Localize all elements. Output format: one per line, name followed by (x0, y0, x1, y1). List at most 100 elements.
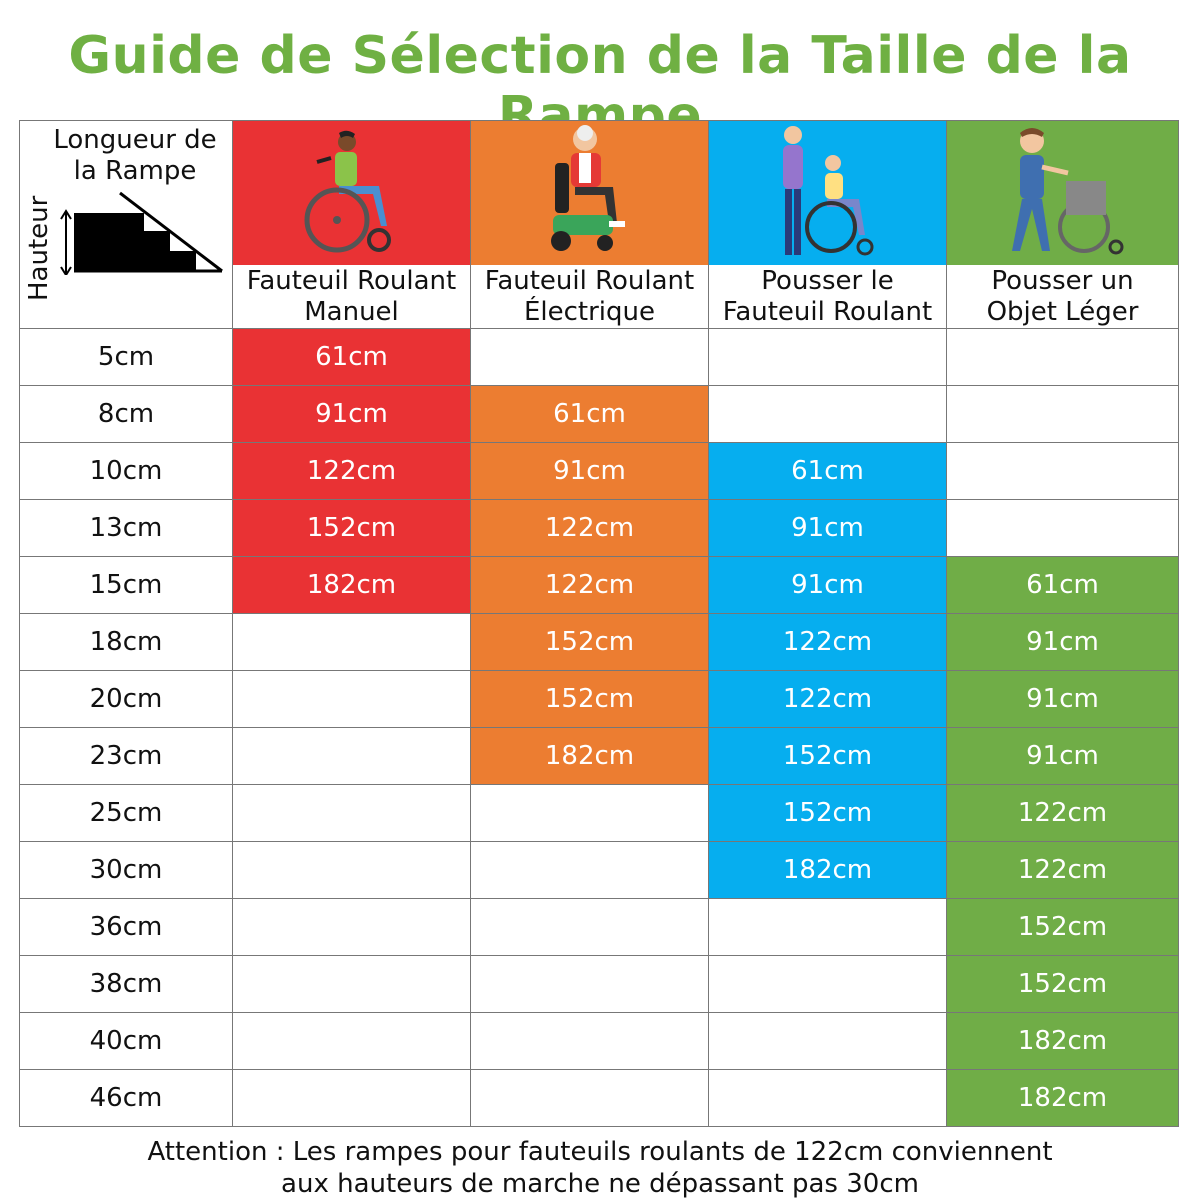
ramp-length-cell: 182cm (470, 727, 709, 785)
ramp-length-cell: 122cm (232, 442, 471, 500)
page-title: Guide de Sélection de la Taille de la Ra… (68, 26, 1132, 146)
ramp-size-table: Longueur de la Rampe Hauteur Fauteuil Ro… (19, 120, 1179, 1127)
ramp-length-cell: 152cm (708, 727, 947, 785)
ramp-length-cell: 91cm (946, 670, 1179, 728)
ramp-length-cell: 182cm (946, 1012, 1179, 1070)
empty-cell (946, 385, 1179, 443)
ramp-length-cell: 91cm (708, 556, 947, 614)
empty-cell (232, 727, 471, 785)
step-height-cell: 36cm (19, 898, 233, 956)
empty-cell (708, 1069, 947, 1127)
column-label: Fauteuil Roulant Manuel (233, 265, 470, 328)
empty-cell (708, 1012, 947, 1070)
pushing-wheelchair-icon (709, 121, 946, 265)
ramp-length-cell: 91cm (708, 499, 947, 557)
empty-cell (946, 442, 1179, 500)
ramp-length-cell: 91cm (470, 442, 709, 500)
ramp-length-cell: 61cm (470, 385, 709, 443)
column-header-3: Pousser le Fauteuil Roulant (708, 120, 947, 329)
ramp-length-cell: 91cm (232, 385, 471, 443)
empty-cell (232, 613, 471, 671)
ramp-length-label: Longueur de la Rampe (53, 125, 217, 186)
table-row: 5cm 61cm (19, 328, 1179, 386)
ramp-length-cell: 152cm (232, 499, 471, 557)
table-row: 8cm 91cm 61cm (19, 385, 1179, 443)
header-row: Longueur de la Rampe Hauteur Fauteuil Ro… (19, 120, 1179, 329)
empty-cell (470, 784, 709, 842)
attention-note: Attention : Les rampes pour fauteuils ro… (0, 1136, 1200, 1200)
electric-wheelchair-user-icon (471, 121, 708, 265)
empty-cell (470, 1012, 709, 1070)
table-row: 46cm 182cm (19, 1069, 1179, 1127)
empty-cell (232, 841, 471, 899)
empty-cell (232, 1069, 471, 1127)
stairs-ramp-icon (60, 191, 223, 275)
ramp-length-cell: 61cm (708, 442, 947, 500)
column-label: Fauteuil Roulant Électrique (471, 265, 708, 328)
corner-cell: Longueur de la Rampe Hauteur (19, 120, 233, 329)
step-height-cell: 5cm (19, 328, 233, 386)
empty-cell (470, 1069, 709, 1127)
step-height-cell: 25cm (19, 784, 233, 842)
table-row: 36cm 152cm (19, 898, 1179, 956)
ramp-length-cell: 122cm (708, 670, 947, 728)
ramp-length-cell: 152cm (946, 955, 1179, 1013)
table-row: 40cm 182cm (19, 1012, 1179, 1070)
column-header-2: Fauteuil Roulant Électrique (470, 120, 709, 329)
step-height-cell: 10cm (19, 442, 233, 500)
ramp-length-cell: 91cm (946, 727, 1179, 785)
column-label-line-2: Manuel (304, 296, 399, 327)
ramp-length-cell: 182cm (708, 841, 947, 899)
empty-cell (232, 955, 471, 1013)
empty-cell (232, 670, 471, 728)
step-height-cell: 15cm (19, 556, 233, 614)
ramp-length-cell: 152cm (946, 898, 1179, 956)
column-label-line-1: Fauteuil Roulant (246, 265, 457, 296)
step-height-cell: 46cm (19, 1069, 233, 1127)
column-header-1: Fauteuil Roulant Manuel (232, 120, 471, 329)
column-label-line-2: Fauteuil Roulant (722, 296, 933, 327)
empty-cell (470, 898, 709, 956)
ramp-length-cell: 152cm (470, 613, 709, 671)
step-height-cell: 20cm (19, 670, 233, 728)
height-label: Hauteur (24, 195, 54, 301)
empty-cell (232, 1012, 471, 1070)
column-label-line-1: Pousser le (761, 265, 894, 296)
ramp-length-cell: 122cm (946, 841, 1179, 899)
ramp-length-cell: 122cm (708, 613, 947, 671)
step-height-cell: 40cm (19, 1012, 233, 1070)
step-height-cell: 8cm (19, 385, 233, 443)
empty-cell (470, 328, 709, 386)
empty-cell (708, 328, 947, 386)
step-height-cell: 18cm (19, 613, 233, 671)
ramp-length-cell: 61cm (232, 328, 471, 386)
ramp-length-cell: 122cm (470, 499, 709, 557)
empty-cell (232, 898, 471, 956)
column-label-line-1: Pousser un (991, 265, 1134, 296)
table-row: 23cm 182cm 152cm 91cm (19, 727, 1179, 785)
ramp-length-cell: 152cm (708, 784, 947, 842)
column-header-4: Pousser un Objet Léger (946, 120, 1179, 329)
empty-cell (946, 499, 1179, 557)
ramp-length-cell: 182cm (232, 556, 471, 614)
ramp-length-cell: 61cm (946, 556, 1179, 614)
step-height-cell: 13cm (19, 499, 233, 557)
empty-cell (470, 955, 709, 1013)
table-row: 18cm 152cm 122cm 91cm (19, 613, 1179, 671)
table-row: 10cm 122cm 91cm 61cm (19, 442, 1179, 500)
ramp-length-cell: 152cm (470, 670, 709, 728)
pushing-light-object-icon (947, 121, 1178, 265)
step-height-cell: 30cm (19, 841, 233, 899)
empty-cell (946, 328, 1179, 386)
ramp-length-cell: 182cm (946, 1069, 1179, 1127)
table-row: 15cm 182cm 122cm 91cm 61cm (19, 556, 1179, 614)
column-label: Pousser le Fauteuil Roulant (709, 265, 946, 328)
column-label: Pousser un Objet Léger (947, 265, 1178, 328)
step-height-cell: 38cm (19, 955, 233, 1013)
table-row: 30cm 182cm 122cm (19, 841, 1179, 899)
table-row: 38cm 152cm (19, 955, 1179, 1013)
column-label-line-2: Électrique (523, 296, 656, 327)
ramp-length-cell: 91cm (946, 613, 1179, 671)
empty-cell (708, 385, 947, 443)
manual-wheelchair-user-icon (233, 121, 470, 265)
